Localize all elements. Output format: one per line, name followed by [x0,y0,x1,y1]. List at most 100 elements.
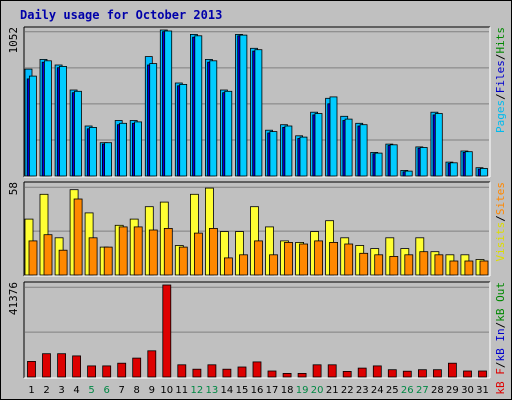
bar-kb-f-day-26 [402,370,412,378]
bar-pages-day-2 [44,60,52,177]
bar-kb-f-day-22 [342,370,352,378]
series-kb-f [27,284,487,378]
y-max-label: 41376 [7,282,20,315]
x-tick-label: 13 [206,385,219,396]
bar-sites-day-28 [434,254,444,276]
bar-kb-f-day-24 [372,365,382,378]
y-max-label: 1052 [7,27,20,54]
bar-sites-day-11 [178,246,188,276]
legend-entry: kB In [494,328,507,361]
bar-kb-f-day-15 [237,366,247,378]
bar-sites-day-2 [43,234,53,276]
x-tick-label: 26 [401,385,414,396]
bar-kb-f-day-18 [282,372,292,378]
bar-sites-day-27 [419,251,429,276]
legend-entry: Visits [494,222,507,262]
x-tick-label: 30 [461,385,474,396]
legend-entry: / [494,362,507,369]
legend-entry: Files [494,60,507,93]
bar-pages-day-26 [404,170,413,177]
bar-pages-day-25 [389,144,398,177]
panel-1: 1052 Pages/Files/Hits [7,26,507,178]
x-tick-label: 23 [356,385,369,396]
bar-kb-f-day-31 [478,370,487,378]
bar-pages-day-15 [239,34,248,177]
bar-pages-day-28 [434,113,443,177]
bar-sites-day-18 [284,241,293,276]
x-tick-label: 6 [104,385,110,396]
bar-sites-day-5 [88,237,98,276]
panel-2: 58 Visits/Sites [7,181,507,277]
bar-kb-f-day-2 [42,353,51,378]
bar-kb-f-day-13 [207,364,217,378]
bar-kb-f-day-12 [192,368,202,378]
series-pages [28,30,488,177]
bar-pages-day-13 [209,60,218,177]
bar-sites-day-7 [118,226,128,276]
x-tick-label: 18 [281,385,294,396]
bar-sites-day-17 [269,254,278,276]
x-tick-label: 28 [431,385,444,396]
x-tick-label: 24 [371,385,384,396]
bar-pages-day-21 [329,96,338,177]
legend-entry: Sites [494,182,507,215]
bar-kb-f-day-4 [72,355,81,378]
bar-sites-day-23 [359,252,369,276]
bar-sites-day-21 [329,241,339,276]
x-tick-label: 5 [88,385,94,396]
x-tick-label: 27 [416,385,429,396]
bar-sites-day-4 [73,198,83,276]
legend-entry: / [494,93,507,100]
x-tick-label: 2 [43,385,49,396]
legend-entry: / [494,54,507,61]
x-tick-label: 3 [58,385,64,396]
legend: Visits/Sites [494,182,507,262]
bar-kb-f-day-17 [267,370,277,378]
y-max-label: 58 [7,182,20,195]
bar-sites-day-20 [314,240,324,276]
bar-kb-f-day-21 [327,364,337,378]
legend: Pages/Files/Hits [494,27,507,133]
bar-pages-day-16 [254,49,263,177]
bar-kb-f-day-14 [222,368,232,378]
x-axis-ticks: 1 2 3 4 5 6 7 8 9 10 11 12 13 14 15 16 17 18 19 20 21 22 23 24 2… [28,385,489,396]
panel-3: 41376 kB F/kB In/kB Out [7,281,507,395]
bar-pages-day-31 [479,167,488,177]
bar-sites-day-9 [148,229,158,276]
bar-pages-day-7 [119,122,127,177]
legend-entry: Hits [494,27,507,54]
bar-pages-day-11 [179,84,188,177]
bar-sites-day-3 [58,249,68,276]
bar-sites-day-6 [103,246,113,276]
x-tick-label: 12 [191,385,204,396]
bar-sites-day-12 [193,232,203,276]
bar-sites-day-25 [389,255,399,276]
bar-kb-f-day-9 [147,350,157,378]
bar-pages-day-19 [299,136,308,177]
x-tick-label: 31 [476,385,489,396]
x-tick-label: 9 [149,385,155,396]
bar-kb-f-day-29 [447,362,457,378]
x-tick-label: 10 [160,385,173,396]
bar-sites-day-29 [449,260,459,276]
bar-pages-day-27 [419,147,428,177]
bar-kb-f-day-23 [357,367,367,378]
bar-pages-day-23 [359,124,368,177]
bar-pages-day-14 [224,90,233,177]
bar-pages-day-18 [284,125,293,177]
chart-panels: 1052Pages/Files/Hits58Visits/Sites41376k… [7,26,507,395]
bar-sites-day-14 [223,257,233,276]
bar-pages-day-9 [149,63,158,177]
bar-sites-day-30 [464,260,474,276]
x-tick-label: 16 [251,385,264,396]
bar-pages-day-22 [344,118,353,177]
x-tick-label: 11 [175,385,188,396]
bar-kb-f-day-10 [162,284,172,378]
x-tick-label: 20 [311,385,324,396]
bar-kb-f-day-6 [102,365,112,378]
legend: kB F/kB In/kB Out [494,282,507,395]
x-tick-label: 19 [296,385,309,396]
legend-entry: kB F [494,368,507,395]
bar-sites-day-8 [133,226,143,276]
bar-pages-day-6 [104,142,112,177]
